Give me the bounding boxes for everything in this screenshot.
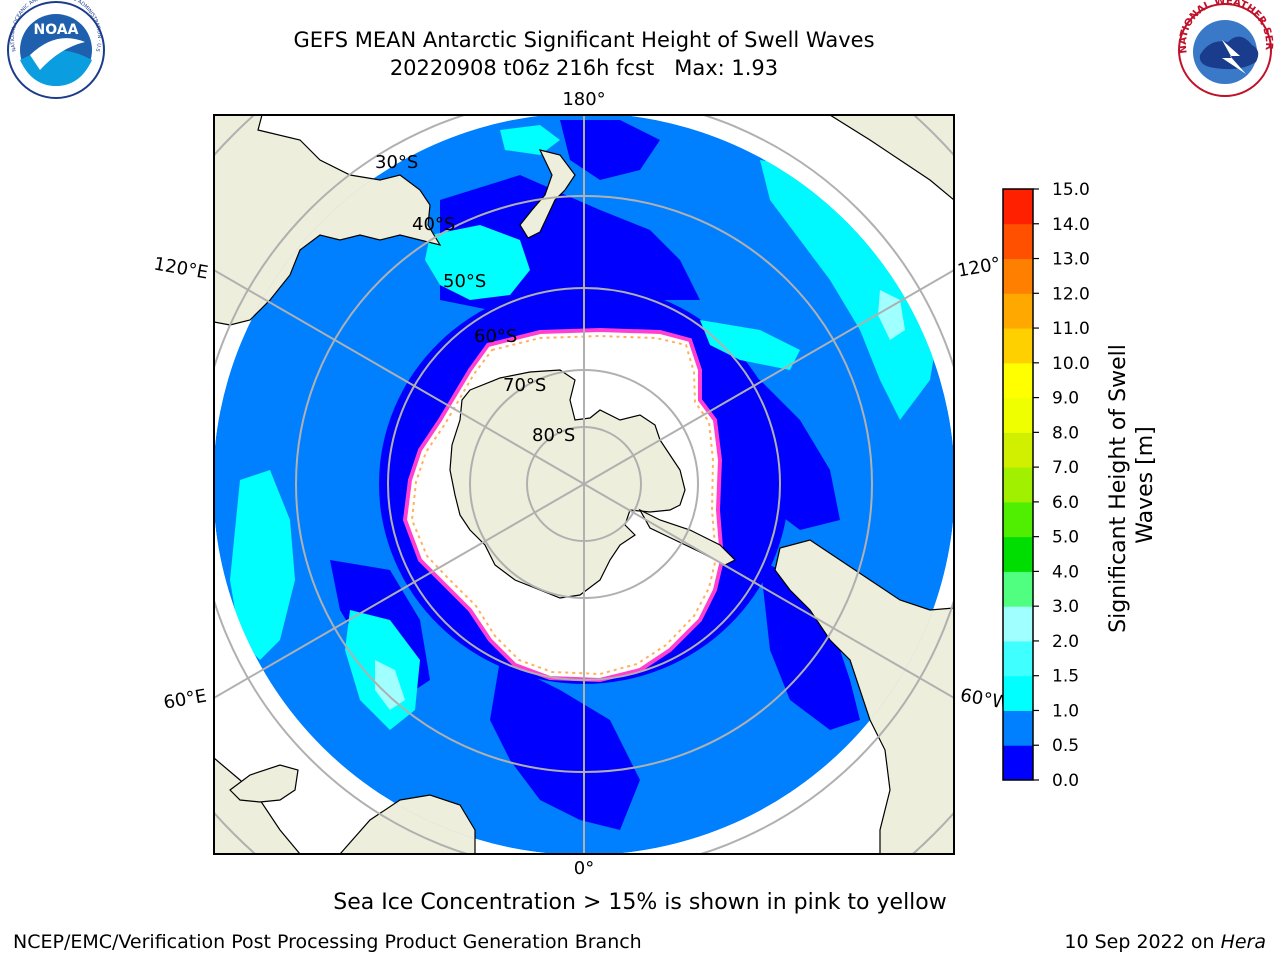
lon-label-120e: 120°E <box>152 253 210 283</box>
colorbar: 0.0 0.5 1.0 1.5 2.0 3.0 4.0 5.0 6.0 7.0 8.0 9.0 10.0… <box>1002 180 1090 791</box>
lon-label-120w: 120° <box>956 253 1002 281</box>
colorbar-swatch <box>1003 467 1033 503</box>
colorbar-tick-label: 6.0 <box>1052 493 1079 513</box>
colorbar-tick-label: 1.5 <box>1052 667 1079 687</box>
colorbar-swatch <box>1003 189 1033 225</box>
colorbar-swatch <box>1003 432 1033 468</box>
colorbar-swatch <box>1003 223 1033 260</box>
lat-label-80s: 80°S <box>532 425 575 446</box>
colorbar-swatch <box>1003 536 1033 572</box>
colorbar-tick-label: 0.5 <box>1052 736 1079 756</box>
lat-label-60s: 60°S <box>474 326 517 347</box>
colorbar-tick-label: 13.0 <box>1052 250 1090 270</box>
colorbar-swatch <box>1003 362 1033 399</box>
graticule <box>214 115 954 854</box>
lon-label-180: 180° <box>562 89 605 110</box>
map-frame <box>213 114 955 855</box>
colorbar-tick-label: 14.0 <box>1052 215 1090 235</box>
colorbar-swatch <box>1003 745 1033 781</box>
footer-host: Hera <box>1220 931 1266 953</box>
noaa-logo-label: NOAA <box>34 22 79 38</box>
colorbar-swatch <box>1003 293 1033 329</box>
footer-credit: NCEP/EMC/Verification Post Processing Pr… <box>13 931 642 953</box>
colorbar-swatch <box>1003 710 1033 746</box>
colorbar-tick-label: 7.0 <box>1052 458 1079 478</box>
lat-label-50s: 50°S <box>443 271 486 292</box>
title-line-1: GEFS MEAN Antarctic Significant Height o… <box>293 28 875 52</box>
colorbar-swatch <box>1003 397 1033 433</box>
colorbar-swatch <box>1003 571 1033 607</box>
colorbar-tick-label: 11.0 <box>1052 319 1090 339</box>
sea-ice-caption: Sea Ice Concentration > 15% is shown in … <box>333 890 947 915</box>
colorbar-swatch <box>1003 258 1033 294</box>
colorbar-tick-label: 8.0 <box>1052 423 1079 443</box>
colorbar-label-line-2: Waves [m] <box>1133 426 1158 543</box>
title-line-2: 20220908 t06z 216h fcst Max: 1.93 <box>389 56 779 80</box>
antarctic-peninsula <box>638 508 737 566</box>
colorbar-tick-label: 12.0 <box>1052 284 1090 304</box>
colorbar-swatch <box>1003 606 1033 642</box>
map-title: GEFS MEAN Antarctic Significant Height o… <box>0 26 1168 82</box>
colorbar-tick-label: 9.0 <box>1052 389 1079 409</box>
lat-label-70s: 70°S <box>503 375 546 396</box>
footer-date-text: 10 Sep 2022 on <box>1064 931 1221 953</box>
colorbar-tick-label: 1.0 <box>1052 701 1079 721</box>
colorbar-tick-label: 4.0 <box>1052 562 1079 582</box>
sea-ice-edge-outer <box>402 327 725 683</box>
map-area <box>214 115 954 854</box>
colorbar-swatch <box>1003 675 1033 711</box>
colorbar-swatch <box>1003 328 1033 364</box>
colorbar-tick-label: 15.0 <box>1052 180 1090 200</box>
colorbar-swatch <box>1003 501 1033 538</box>
colorbar-frame <box>1002 188 1034 781</box>
colorbar-tick-label: 2.0 <box>1052 632 1079 652</box>
colorbar-tick-label: 0.0 <box>1052 771 1079 791</box>
colorbar-tick-label: 5.0 <box>1052 528 1079 548</box>
colorbar-swatch <box>1003 640 1033 677</box>
noaa-logo: NOAA NATIONAL OCEANIC AND ATMOSPHERIC AD… <box>0 0 105 99</box>
lat-label-40s: 40°S <box>412 214 455 235</box>
colorbar-tick-label: 10.0 <box>1052 354 1090 374</box>
colorbar-tick-label: 3.0 <box>1052 597 1079 617</box>
lat-label-30s: 30°S <box>375 152 418 173</box>
lon-label-0: 0° <box>574 858 594 879</box>
lat-labels: 30°S 40°S 50°S 60°S 70°S 80°S <box>375 152 575 446</box>
colorbar-label: Significant Height of Swell Waves [m] <box>1106 337 1158 633</box>
footer-date: 10 Sep 2022 on Hera <box>1064 931 1266 953</box>
nws-ring-text: NATIONAL WEATHER SERVICE <box>0 0 1274 54</box>
colorbar-label-line-1: Significant Height of Swell <box>1106 344 1131 633</box>
lon-label-60e: 60°E <box>162 685 208 713</box>
nws-logo: NATIONAL WEATHER SERVICE <box>0 0 1274 97</box>
